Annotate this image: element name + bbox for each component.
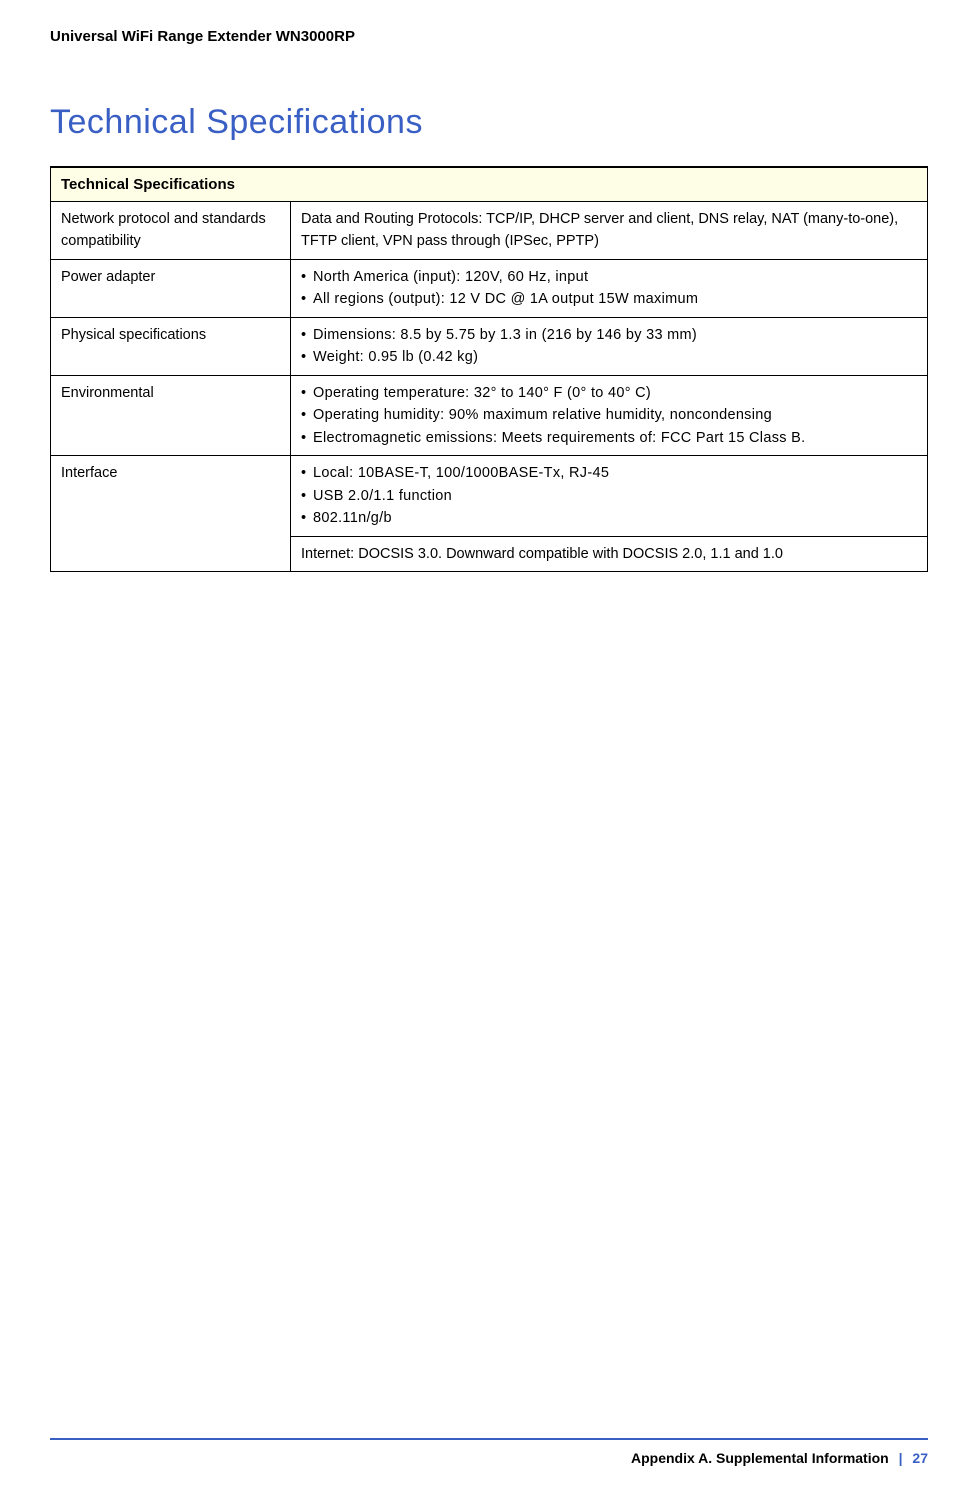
page-footer: Appendix A. Supplemental Information | 2… xyxy=(50,1438,928,1466)
table-row: Physical specifications Dimensions: 8.5 … xyxy=(51,317,928,375)
bullet-list: Local: 10BASE-T, 100/1000BASE-Tx, RJ-45 … xyxy=(301,462,917,529)
row-label: Physical specifications xyxy=(51,317,291,375)
bullet-item: Operating humidity: 90% maximum relative… xyxy=(301,404,917,426)
table-row: Power adapter North America (input): 120… xyxy=(51,259,928,317)
bullet-item: North America (input): 120V, 60 Hz, inpu… xyxy=(301,266,917,288)
bullet-item: Operating temperature: 32° to 140° F (0°… xyxy=(301,382,917,404)
footer-page-number: 27 xyxy=(912,1450,928,1466)
bullet-item: Weight: 0.95 lb (0.42 kg) xyxy=(301,346,917,368)
row-content: Dimensions: 8.5 by 5.75 by 1.3 in (216 b… xyxy=(291,317,928,375)
row-content: Operating temperature: 32° to 140° F (0°… xyxy=(291,375,928,455)
footer-appendix: Appendix A. xyxy=(631,1450,712,1466)
footer-section: Supplemental Information xyxy=(716,1450,889,1466)
bullet-item: Dimensions: 8.5 by 5.75 by 1.3 in (216 b… xyxy=(301,324,917,346)
bullet-item: USB 2.0/1.1 function xyxy=(301,485,917,507)
footer-separator: | xyxy=(899,1450,903,1466)
row-label: Power adapter xyxy=(51,259,291,317)
row-label: Interface xyxy=(51,456,291,572)
bullet-item: All regions (output): 12 V DC @ 1A outpu… xyxy=(301,288,917,310)
table-row: Environmental Operating temperature: 32°… xyxy=(51,375,928,455)
bullet-list: Dimensions: 8.5 by 5.75 by 1.3 in (216 b… xyxy=(301,324,917,369)
bullet-item: 802.11n/g/b xyxy=(301,507,917,529)
header-product-title: Universal WiFi Range Extender WN3000RP xyxy=(50,28,928,45)
row-content: North America (input): 120V, 60 Hz, inpu… xyxy=(291,259,928,317)
spec-table: Technical Specifications Network protoco… xyxy=(50,166,928,572)
row-label: Network protocol and standards compatibi… xyxy=(51,202,291,260)
bullet-item: Electromagnetic emissions: Meets require… xyxy=(301,427,917,449)
main-heading: Technical Specifications xyxy=(50,103,928,142)
row-content: Data and Routing Protocols: TCP/IP, DHCP… xyxy=(291,202,928,260)
row-content: Local: 10BASE-T, 100/1000BASE-Tx, RJ-45 … xyxy=(291,456,928,536)
row-label: Environmental xyxy=(51,375,291,455)
bullet-item: Local: 10BASE-T, 100/1000BASE-Tx, RJ-45 xyxy=(301,462,917,484)
table-header: Technical Specifications xyxy=(51,167,928,202)
row-content-extra: Internet: DOCSIS 3.0. Downward compatibl… xyxy=(291,536,928,571)
table-row: Network protocol and standards compatibi… xyxy=(51,202,928,260)
bullet-list: Operating temperature: 32° to 140° F (0°… xyxy=(301,382,917,449)
bullet-list: North America (input): 120V, 60 Hz, inpu… xyxy=(301,266,917,311)
table-row: Interface Local: 10BASE-T, 100/1000BASE-… xyxy=(51,456,928,536)
